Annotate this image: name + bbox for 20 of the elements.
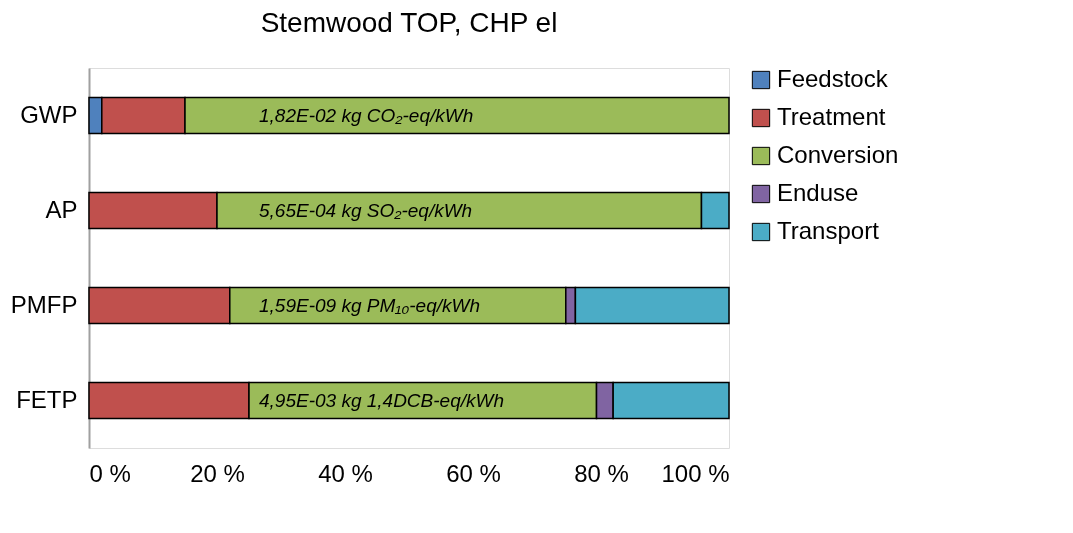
chart-title: Stemwood TOP, CHP el bbox=[260, 7, 558, 38]
legend-label: Transport bbox=[777, 217, 880, 244]
y-tick-label: GWP bbox=[20, 100, 78, 128]
legend-label: Conversion bbox=[777, 141, 899, 168]
legend-label: Enduse bbox=[777, 179, 859, 206]
annotation: 5,65E-04 kg SO₂-eq/kWh bbox=[259, 199, 473, 221]
legend-label: Feedstock bbox=[777, 65, 889, 92]
x-tick-label: 0 % bbox=[89, 459, 131, 487]
x-tick-label: 80 % bbox=[574, 459, 629, 487]
legend-label: Treatment bbox=[777, 103, 886, 130]
x-tick-label: 40 % bbox=[318, 459, 373, 487]
annotation: 1,82E-02 kg CO₂-eq/kWh bbox=[259, 104, 474, 126]
y-tick-label: AP bbox=[45, 195, 78, 223]
x-tick-label: 100 % bbox=[661, 459, 730, 487]
y-tick-label: PMFP bbox=[10, 290, 78, 318]
y-tick-label: FETP bbox=[16, 385, 78, 413]
annotation: 4,95E-03 kg 1,4DCB-eq/kWh bbox=[259, 389, 505, 411]
x-tick-label: 20 % bbox=[190, 459, 245, 487]
annotation: 1,59E-09 kg PM₁₀-eq/kWh bbox=[259, 294, 480, 316]
x-tick-label: 60 % bbox=[446, 459, 501, 487]
